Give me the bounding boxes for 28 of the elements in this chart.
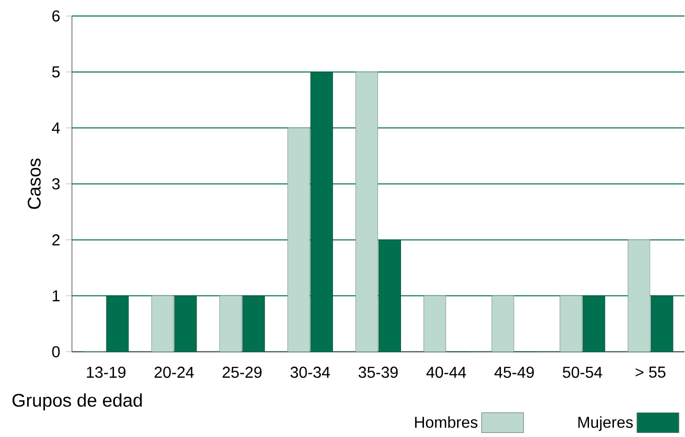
x-tick-label: 30-34 (290, 366, 330, 378)
x-tick-label: 40-44 (426, 366, 466, 378)
bar (560, 296, 582, 352)
bar (287, 128, 310, 352)
x-tick-label: 35-39 (358, 366, 398, 378)
x-tick-label: 45-49 (494, 366, 534, 378)
y-tick-label: 5 (52, 66, 60, 78)
x-axis-title: Grupos de edad (12, 393, 142, 411)
x-tick-label: 20-24 (154, 366, 194, 378)
y-tick-label: 0 (52, 346, 60, 358)
y-tick-label: 3 (52, 178, 60, 190)
bar (424, 296, 446, 352)
x-tick-label: 50-54 (562, 366, 602, 378)
bar (628, 240, 650, 352)
bar (151, 296, 174, 352)
legend-label: Hombres (415, 416, 478, 428)
bar (355, 72, 378, 352)
x-tick-label: 25-29 (222, 366, 262, 378)
y-axis-title: Casos (28, 158, 41, 210)
y-tick-label: 1 (52, 290, 60, 302)
y-tick-label: 2 (52, 234, 60, 246)
x-tick-label: 13-19 (86, 366, 126, 378)
y-tick-label: 6 (52, 10, 60, 22)
bar (219, 296, 242, 352)
bar (492, 296, 514, 352)
legend-label: Mujeres (578, 416, 633, 432)
y-tick-label: 4 (52, 122, 60, 134)
x-tick-label: > 55 (636, 366, 666, 378)
